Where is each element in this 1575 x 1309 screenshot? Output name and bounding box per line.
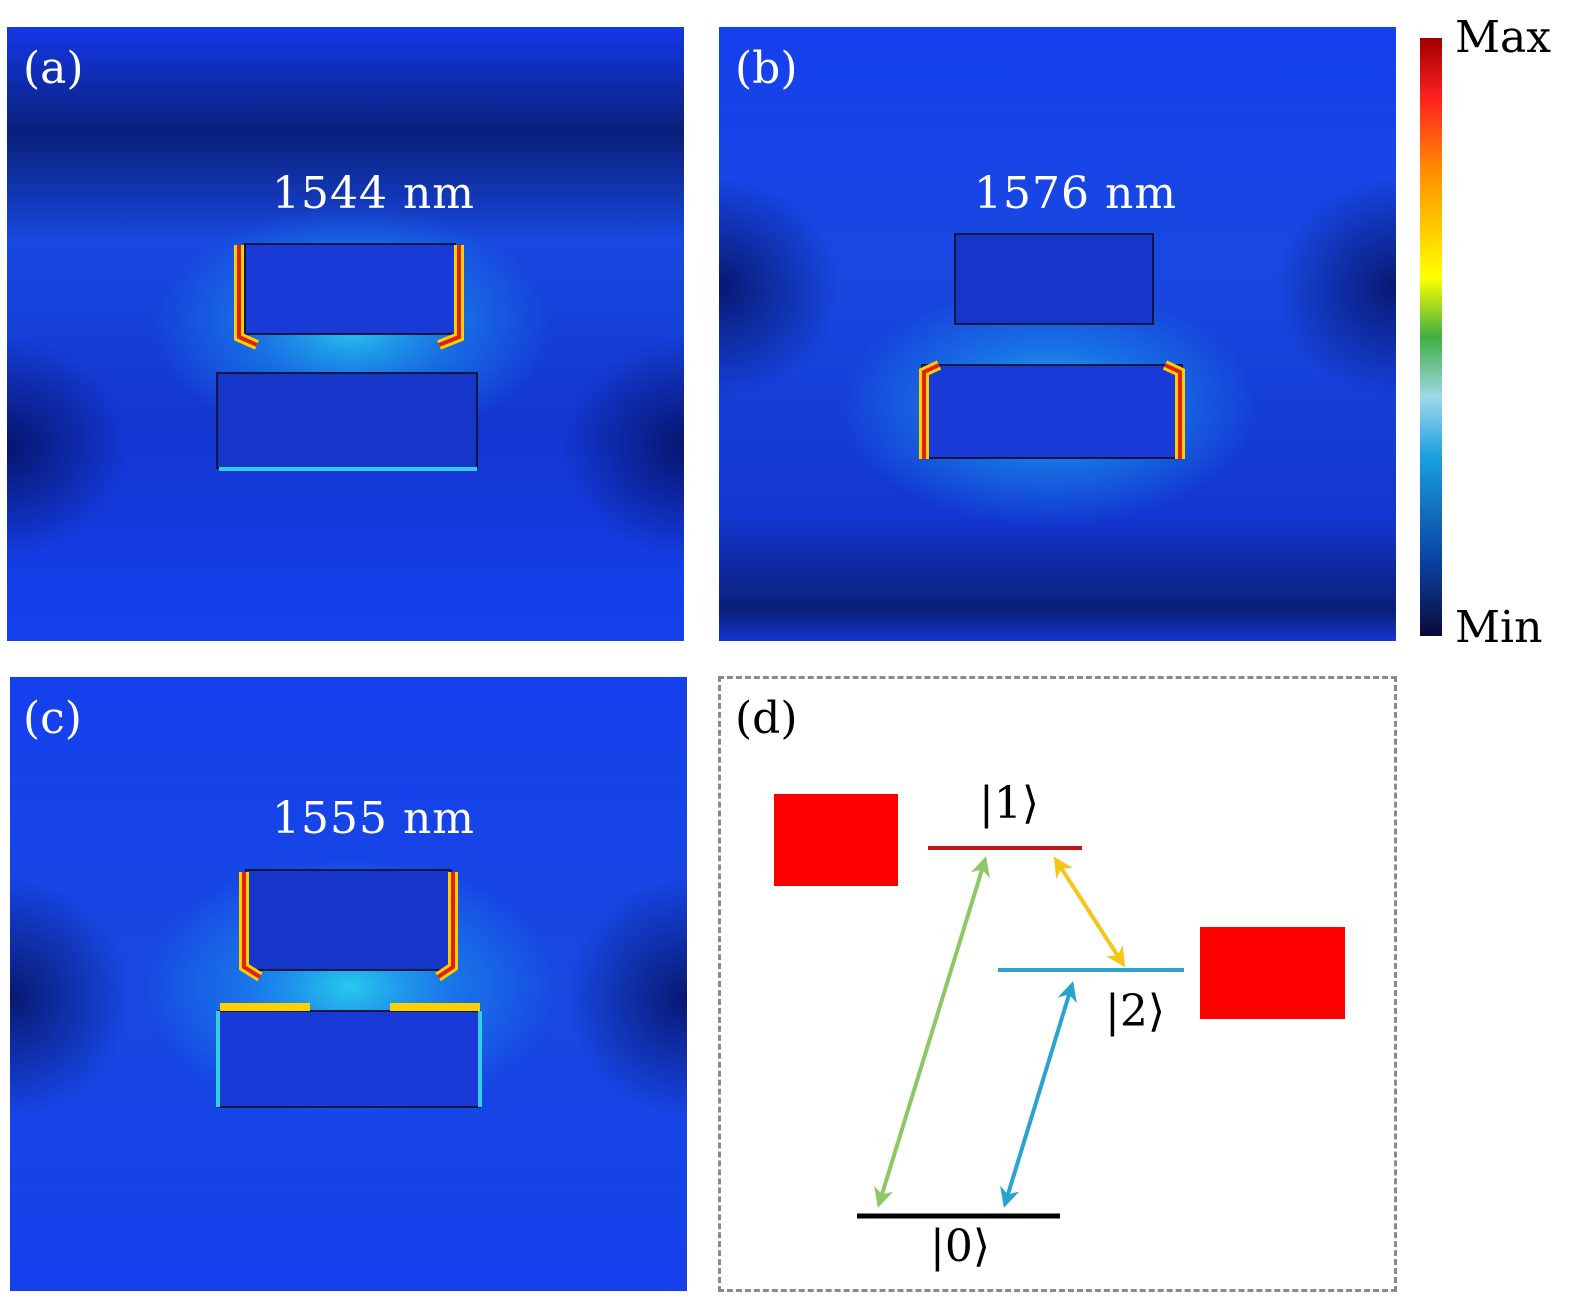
wavelength-label-c: 1555 nm — [272, 793, 476, 844]
energy-level-diagram: (d) |1⟩ |2⟩ |0⟩ — [718, 676, 1397, 1292]
panel-label-a: (a) — [23, 43, 84, 94]
state-label-1: |1⟩ — [979, 778, 1039, 829]
panel-label-b: (b) — [735, 43, 798, 94]
transition-arrow-0-1 — [874, 856, 990, 1208]
field-map-b — [719, 27, 1396, 641]
colorbar-gradient — [1420, 38, 1442, 636]
wavelength-label-b: 1576 nm — [974, 168, 1178, 219]
colorbar — [1420, 38, 1442, 636]
field-panel-a: (a) 1544 nm — [7, 27, 684, 641]
field-map-a — [7, 27, 684, 641]
field-panel-c: (c) 1555 nm — [10, 677, 687, 1291]
colorbar-min-label: Min — [1455, 602, 1543, 653]
field-map-c — [10, 677, 687, 1291]
transition-arrow-1-2 — [1053, 856, 1126, 968]
red-box-left — [774, 794, 898, 886]
panel-label-d: (d) — [735, 693, 798, 744]
state-label-2: |2⟩ — [1105, 986, 1165, 1037]
level-diagram-graphic — [774, 794, 1345, 1219]
wavelength-label-a: 1544 nm — [272, 168, 476, 219]
field-panel-b: (b) 1576 nm — [719, 27, 1396, 641]
state-label-0: |0⟩ — [930, 1221, 990, 1272]
red-box-right — [1200, 927, 1345, 1019]
panel-label-c: (c) — [23, 693, 82, 744]
transition-arrow-0-2 — [1000, 981, 1077, 1208]
colorbar-max-label: Max — [1455, 12, 1552, 63]
